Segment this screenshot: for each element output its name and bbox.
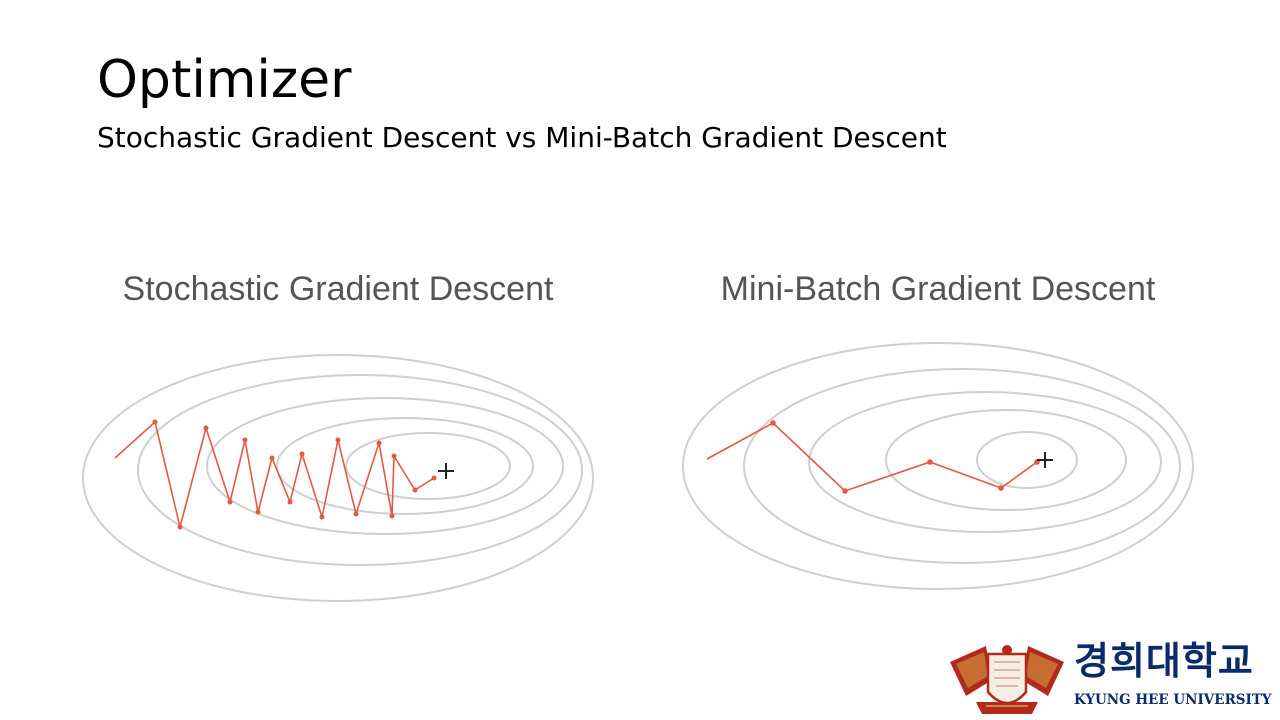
sgd-step-dot (319, 514, 325, 520)
slide-subtitle: Stochastic Gradient Descent vs Mini-Batc… (97, 121, 947, 154)
sgd-minimum-plus-icon (438, 463, 454, 479)
sgd-step-dot (227, 499, 233, 505)
minibatch-panel-title: Mini-Batch Gradient Descent (721, 270, 1156, 308)
sgd-step-dot (431, 475, 437, 481)
sgd-step-dot (152, 419, 158, 425)
minibatch-contours (682, 342, 1194, 590)
minibatch-contour-4 (885, 409, 1127, 511)
sgd-step-dot (389, 513, 395, 519)
logo-english-name: KYUNG HEE UNIVERSITY (1074, 692, 1272, 708)
sgd-step-dot (203, 425, 209, 431)
sgd-step-dot (391, 453, 397, 459)
sgd-step-dot (177, 524, 183, 530)
minibatch-step-dot (842, 488, 848, 494)
sgd-contour-4 (276, 417, 534, 515)
minibatch-minimum-plus-icon (1037, 452, 1053, 468)
sgd-step-dot (269, 455, 275, 461)
sgd-step-dot (376, 440, 382, 446)
sgd-contour-5 (345, 432, 511, 500)
minibatch-descent-path (706, 422, 1038, 492)
minibatch-step-dot (770, 420, 776, 426)
minibatch-step-markers (770, 420, 1040, 494)
minibatch-contour-1 (682, 342, 1194, 590)
minibatch-step-dot (927, 459, 933, 465)
sgd-step-dot (335, 437, 341, 443)
minibatch-contour-5 (976, 431, 1078, 489)
sgd-step-dot (255, 509, 261, 515)
sgd-descent-path (114, 420, 435, 528)
sgd-step-dot (412, 487, 418, 493)
slide-title: Optimizer (97, 50, 352, 110)
minibatch-step-dot (998, 485, 1004, 491)
sgd-contour-3 (206, 397, 564, 535)
minibatch-contour-3 (808, 391, 1162, 533)
sgd-step-markers (152, 419, 437, 530)
sgd-step-dot (353, 511, 359, 517)
sgd-panel-title: Stochastic Gradient Descent (123, 270, 554, 308)
sgd-contour-1 (82, 354, 594, 602)
university-logo: 경희대학교 KYUNG HEE UNIVERSITY (946, 639, 1272, 718)
sgd-step-dot (242, 437, 248, 443)
logo-korean-name: 경희대학교 (1074, 639, 1254, 683)
minibatch-contour-2 (743, 368, 1181, 564)
sgd-contours (82, 354, 594, 602)
kyung-hee-university-emblem-icon (950, 645, 1064, 714)
sgd-step-dot (299, 451, 305, 457)
sgd-panel: Stochastic Gradient Descent (82, 270, 594, 602)
sgd-step-dot (287, 499, 293, 505)
minibatch-panel: Mini-Batch Gradient Descent (682, 270, 1194, 590)
sgd-contour-2 (137, 374, 583, 566)
